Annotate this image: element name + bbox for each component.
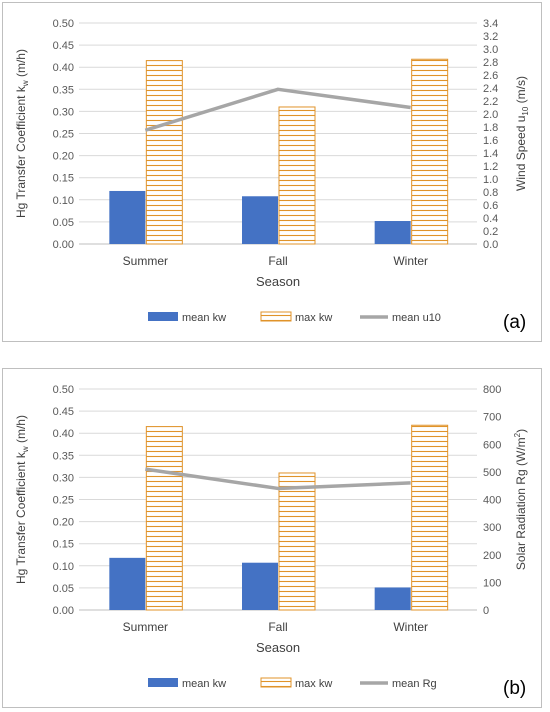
chart-b-bar-mean-kw (374, 587, 411, 610)
chart-a-y2-tick-label: 2.6 (483, 70, 498, 82)
chart-a-legend-swatch-max-kw (260, 311, 292, 322)
chart-b-legend-label: mean Rg (392, 678, 437, 690)
chart-a-y-tick-label: 0.25 (53, 129, 74, 141)
chart-panel-a: 0.00 0.05 0.10 0.15 0.20 0.25 0.30 0.35 0.40 0.45… (2, 2, 542, 342)
chart-panel-b: 0.00 0.05 0.10 0.15 0.20 0.25 0.30 0.35 0.40 0.45… (2, 368, 542, 708)
chart-a-y2-tick-label: 3.2 (483, 31, 498, 43)
chart-b-y-tick-label: 0.15 (53, 539, 74, 551)
chart-b-y2-tick-label: 800 (483, 384, 501, 396)
chart-a-x-axis-title: Season (256, 274, 300, 289)
chart-b-bar-max-kw (411, 424, 449, 611)
chart-a-y-tick-label: 0.40 (53, 62, 74, 74)
chart-a-legend-label: max kw (295, 312, 332, 324)
chart-b-y-tick-label: 0.50 (53, 384, 74, 396)
chart-a-x-tick-label: Summer (123, 254, 168, 268)
chart-a-y2-tick-label: 0.0 (483, 239, 498, 251)
chart-b-y2-tick-label: 0 (483, 605, 489, 617)
chart-a-y2-tick-label: 2.8 (483, 57, 498, 69)
chart-b-y-axis-title: Hg Transfer Coefficient kw (m/h) (14, 415, 30, 584)
chart-b-y2-tick-label: 200 (483, 550, 501, 562)
chart-a-panel-label: (a) (503, 312, 526, 333)
chart-a-x-tick-label: Winter (393, 254, 428, 268)
chart-a-bar-mean-kw (374, 221, 411, 244)
chart-b-svg: 0.00 0.05 0.10 0.15 0.20 0.25 0.30 0.35 0.40 0.45… (14, 384, 528, 699)
chart-a-y-tick-label: 0.45 (53, 40, 74, 52)
chart-a-y2-tick-label: 1.0 (483, 174, 498, 186)
chart-a-y2-tick-label: 1.6 (483, 135, 498, 147)
chart-b-x-tick-label: Fall (268, 620, 287, 634)
chart-a-y2-tick-label: 0.6 (483, 200, 498, 212)
chart-b-y-tick-label: 0.40 (53, 428, 74, 440)
chart-a-y-tick-label: 0.10 (53, 195, 74, 207)
chart-b-y2-tick-label: 700 (483, 412, 501, 424)
chart-b-legend-swatch-mean-kw (148, 678, 178, 687)
chart-b-y-tick-label: 0.45 (53, 406, 74, 418)
chart-b-bar-max-kw (278, 472, 316, 611)
chart-a-legend-label: mean kw (182, 312, 226, 324)
chart-a-bar-max-kw (411, 58, 449, 245)
chart-b-x-axis-title: Season (256, 640, 300, 655)
chart-b-x-tick-label: Summer (123, 620, 168, 634)
chart-b-y-tick-label: 0.35 (53, 450, 74, 462)
chart-a-y-tick-label: 0.20 (53, 151, 74, 163)
chart-a-bar-mean-kw (109, 190, 146, 244)
chart-a-y2-tick-label: 1.8 (483, 122, 498, 134)
chart-b-y-tick-label: 0.25 (53, 495, 74, 507)
chart-a-bar-max-kw (278, 106, 316, 245)
chart-a-y-tick-label: 0.35 (53, 84, 74, 96)
chart-b-y2-tick-label: 400 (483, 495, 501, 507)
chart-b-bar-max-kw (145, 426, 183, 611)
chart-a-y2-tick-label: 2.2 (483, 96, 498, 108)
chart-a-y2-tick-label: 2.0 (483, 109, 498, 121)
chart-b-legend-label: max kw (295, 678, 332, 690)
chart-a-y-axis-title: Hg Transfer Coefficient kw (m/h) (14, 49, 30, 218)
chart-b-y-tick-label: 0.10 (53, 561, 74, 573)
chart-a-legend-label: mean u10 (392, 312, 441, 324)
chart-b-y2-tick-label: 500 (483, 467, 501, 479)
chart-a-line-series (144, 87, 411, 132)
chart-b-y2-tick-label: 100 (483, 577, 501, 589)
chart-b-y2-axis-title: Solar Radiation Rg (W/m2) (513, 429, 528, 570)
chart-b-panel-label: (b) (503, 678, 526, 699)
chart-a-y2-tick-label: 2.4 (483, 83, 498, 95)
chart-a-y2-tick-label: 0.4 (483, 213, 498, 225)
chart-a-bar-max-kw (145, 60, 183, 245)
chart-b-legend-label: mean kw (182, 678, 226, 690)
chart-a-y2-tick-label: 0.2 (483, 226, 498, 238)
chart-b-y-tick-label: 0.20 (53, 517, 74, 529)
chart-a-y-tick-label: 0.05 (53, 217, 74, 229)
chart-a-y2-tick-label: 1.4 (483, 148, 498, 160)
chart-a-y2-tick-label: 1.2 (483, 161, 498, 173)
chart-b-y-tick-label: 0.00 (53, 605, 74, 617)
chart-a-y2-tick-label: 3.0 (483, 44, 498, 56)
chart-a-y-tick-label: 0.00 (53, 239, 74, 251)
chart-a-bar-mean-kw (242, 196, 278, 244)
chart-b-y-tick-label: 0.05 (53, 583, 74, 595)
chart-b-legend-swatch-max-kw (260, 677, 292, 688)
chart-a-x-tick-label: Fall (268, 254, 287, 268)
chart-b-bar-mean-kw (109, 557, 146, 610)
chart-b-y2-tick-label: 600 (483, 439, 501, 451)
chart-b-y-tick-label: 0.30 (53, 472, 74, 484)
chart-b-x-tick-label: Winter (393, 620, 428, 634)
chart-a-y2-tick-label: 0.8 (483, 187, 498, 199)
chart-b-bar-mean-kw (242, 562, 278, 610)
chart-a-y2-tick-label: 3.4 (483, 18, 498, 30)
chart-a-y2-axis-title: Wind Speed u10 (m/s) (514, 76, 530, 191)
chart-b-y2-tick-label: 300 (483, 522, 501, 534)
chart-b-line-series (145, 467, 411, 491)
chart-a-y-tick-label: 0.30 (53, 106, 74, 118)
chart-a-y-tick-label: 0.15 (53, 173, 74, 185)
chart-a-y-tick-label: 0.50 (53, 18, 74, 30)
chart-a-svg: 0.00 0.05 0.10 0.15 0.20 0.25 0.30 0.35 0.40 0.45… (14, 18, 530, 333)
chart-a-legend-swatch-mean-kw (148, 312, 178, 321)
